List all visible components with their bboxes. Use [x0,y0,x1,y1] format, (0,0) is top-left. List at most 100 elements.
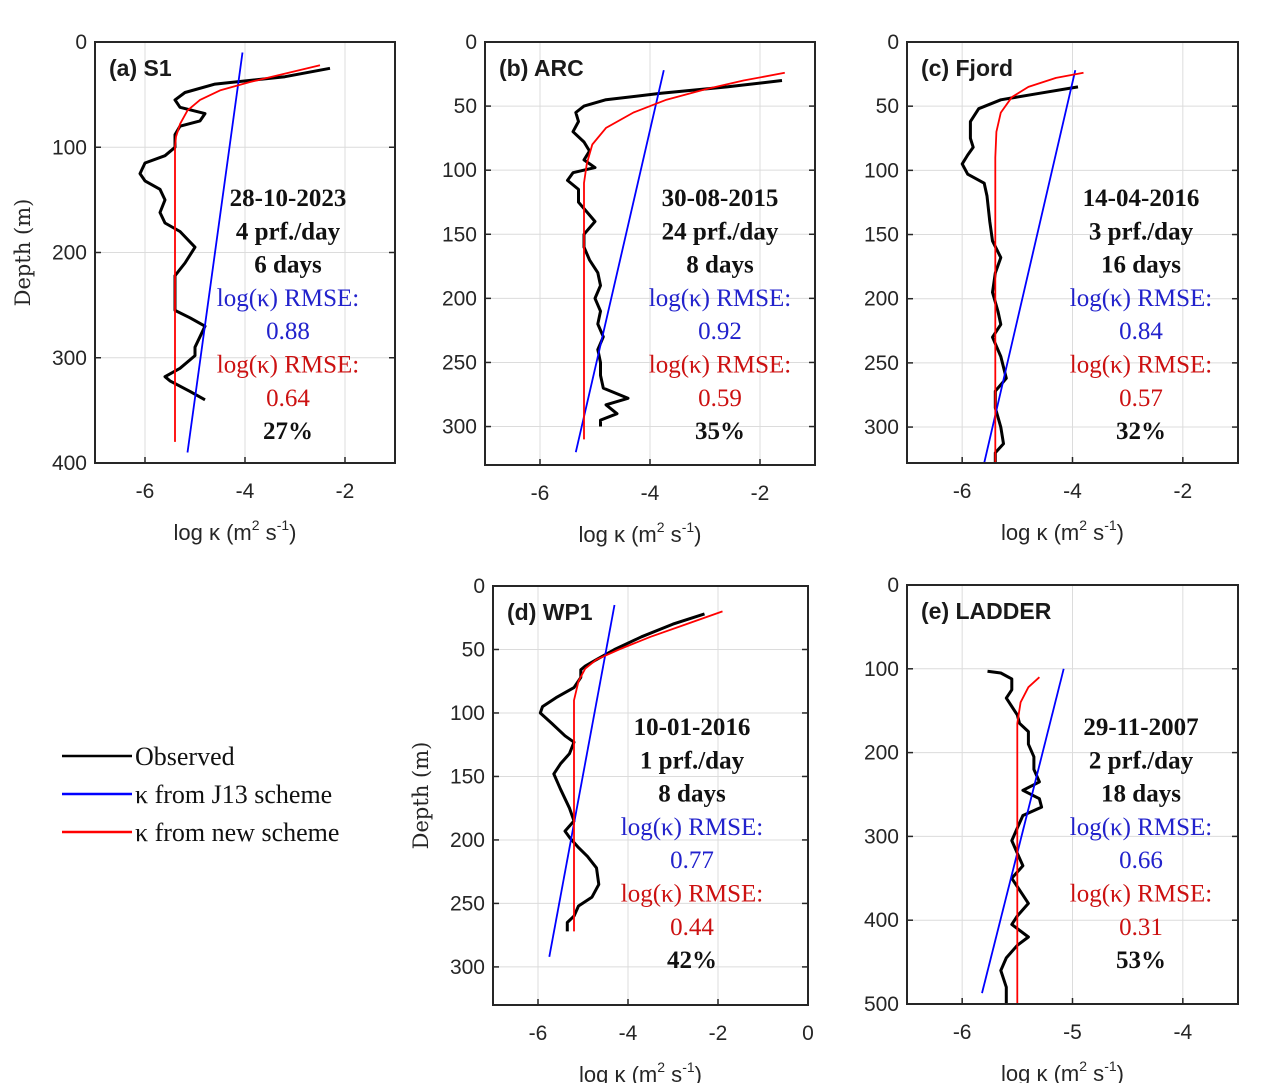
annotation-duration: 8 days [686,252,754,279]
x-axis-label: log κ (m2 s-1) [174,517,297,545]
annotation-improvement: 27% [263,418,313,445]
annotation-date: 10-01-2016 [634,714,751,741]
x-axis-label-part: ) [1117,520,1124,545]
y-tick-label: 50 [462,638,485,661]
x-axis-label-part: log κ (m [1001,1061,1079,1083]
annotation-rmse-j13-value: 0.84 [1119,318,1163,345]
annotation-improvement: 42% [667,947,717,974]
annotation-rmse-new-label: log(κ) RMSE: [1070,352,1212,379]
x-axis-label-part: log κ (m [579,1062,657,1083]
y-tick-label: 0 [75,31,87,54]
annotation-improvement: 53% [1116,947,1166,974]
x-tick-label: -4 [619,1022,638,1045]
legend: Observed κ from J13 scheme κ from new sche… [62,742,339,847]
y-tick-label: 150 [450,765,485,788]
series-observed [987,669,1044,1004]
x-tick-label: 0 [802,1022,814,1045]
series--from-j13-scheme [981,668,1065,994]
x-axis-label-part: 2 [252,517,260,533]
y-axis-label: Depth (m) [11,199,35,307]
x-axis-label-part: s [1087,1061,1104,1083]
x-axis-label-part: ) [1117,1061,1124,1083]
y-tick-label: 0 [887,31,899,54]
y-tick-label: 200 [450,829,485,852]
y-tick-label: 150 [442,223,477,246]
annotation-rmse-new-label: log(κ) RMSE: [649,352,791,379]
y-tick-label: 50 [876,95,899,118]
x-tick-label: -6 [529,1022,548,1045]
y-tick-label: 200 [864,288,899,311]
annotation-rmse-new-label: log(κ) RMSE: [217,352,359,379]
y-tick-label: 100 [52,136,87,159]
annotation-rate: 1 prf./day [640,747,745,774]
annotation-rmse-new-label: log(κ) RMSE: [621,881,763,908]
panel-title: (c) Fjord [921,55,1013,81]
x-axis-label-part: log κ (m [1001,520,1079,545]
legend-label: Observed [135,742,235,771]
x-tick-label: -4 [236,480,255,503]
legend-label: κ from J13 scheme [135,780,332,809]
x-axis-label-part: log κ (m [579,522,657,547]
annotation-rmse-new-value: 0.31 [1119,914,1163,941]
annotation-rate: 3 prf./day [1089,218,1194,245]
y-tick-label: 200 [442,287,477,310]
x-axis-label-part: 2 [657,1059,665,1075]
annotation-rmse-j13-value: 0.77 [670,847,714,874]
annotation-rmse-new-value: 0.57 [1119,385,1163,412]
y-tick-label: 250 [450,892,485,915]
series-observed [138,66,331,402]
y-tick-label: 0 [473,575,485,598]
series--from-new-scheme [994,71,1084,463]
y-tick-label: 150 [864,224,899,247]
x-axis-label: log κ (m2 s-1) [579,1059,702,1083]
y-tick-label: 100 [864,159,899,182]
x-axis-label-part: -1 [1104,517,1117,533]
panel-4: -6 -5 -4 0 100 200 300 400 500 log κ (m2 s-1) (e) … [864,574,1239,1083]
series--from-j13-scheme [548,604,616,957]
y-tick-label: 300 [442,416,477,439]
x-tick-label: -6 [136,480,155,503]
series-observed [566,79,783,427]
y-axis-label: Depth (m) [409,742,433,850]
series--from-new-scheme [1016,676,1041,1004]
annotation-rate: 2 prf./day [1089,747,1194,774]
y-tick-label: 400 [52,452,87,475]
annotation-improvement: 35% [695,418,745,445]
panel-2: -6 -4 -2 0 50 100 150 200 250 300 log κ (m2 s-1) (c… [864,31,1239,545]
y-tick-label: 250 [442,351,477,374]
y-tick-label: 300 [864,825,899,848]
y-tick-label: 100 [864,658,899,681]
y-tick-label: 200 [52,242,87,265]
x-axis-label-part: s [665,1062,682,1083]
annotation-rmse-new-value: 0.64 [266,385,310,412]
annotation-rmse-new-value: 0.44 [670,914,714,941]
x-axis-label-part: 2 [657,519,665,535]
annotation-rate: 24 prf./day [662,218,779,245]
y-tick-label: 300 [52,347,87,370]
x-tick-label: -6 [953,1021,972,1044]
annotation-rmse-j13-label: log(κ) RMSE: [1070,285,1212,312]
annotation-rmse-j13-label: log(κ) RMSE: [621,814,763,841]
annotation-date: 28-10-2023 [230,185,347,212]
x-axis-label-part: ) [695,1062,702,1083]
x-axis-label-part: s [665,522,682,547]
y-tick-label: 0 [465,31,477,54]
y-tick-label: 250 [864,352,899,375]
annotation-duration: 18 days [1101,781,1181,808]
annotation-date: 30-08-2015 [662,185,779,212]
panel-title: (d) WP1 [507,599,593,625]
panel-3: -6 -4 -2 0 0 50 100 150 200 250 300 log κ (m2 s-1) D… [409,575,814,1083]
x-tick-label: -2 [336,480,355,503]
annotation-rmse-new-value: 0.59 [698,385,742,412]
annotation-rmse-j13-value: 0.66 [1119,847,1163,874]
annotation-rmse-j13-label: log(κ) RMSE: [1070,814,1212,841]
panel-title: (a) S1 [109,55,172,81]
legend-label: κ from new scheme [135,818,339,847]
series--from-j13-scheme [574,69,665,453]
series--from-new-scheme [573,610,723,932]
annotation-improvement: 32% [1116,418,1166,445]
x-axis-label-part: 2 [1079,517,1087,533]
x-axis-label-part: s [260,520,277,545]
annotation-duration: 16 days [1101,252,1181,279]
